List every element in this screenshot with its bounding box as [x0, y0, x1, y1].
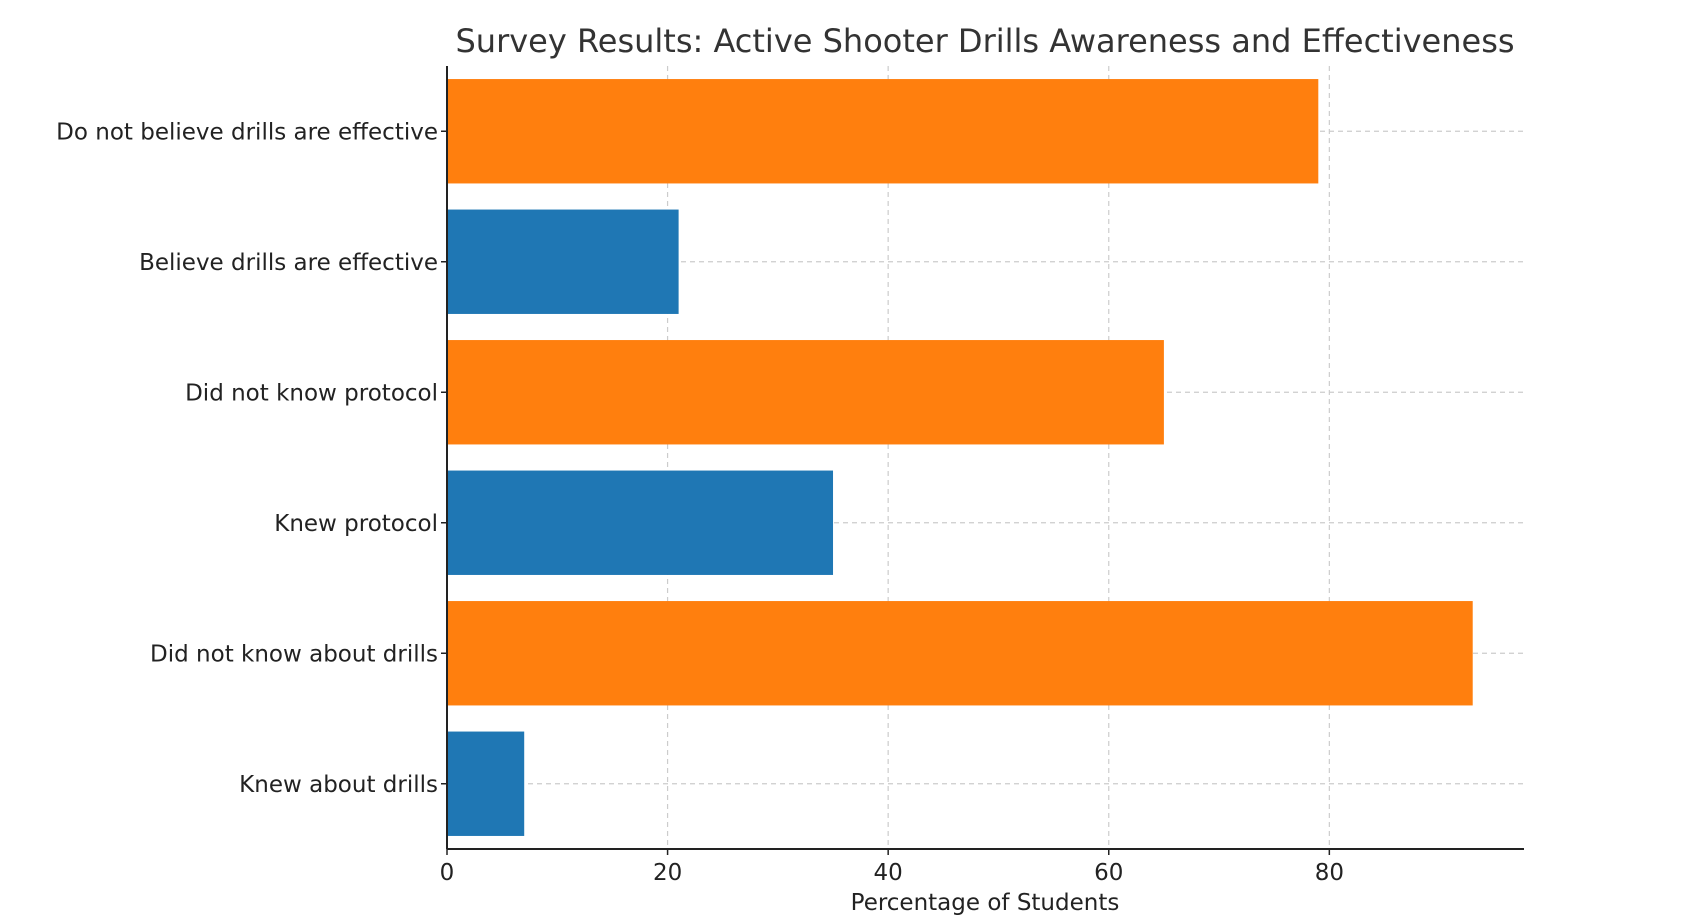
x-tick-label: 60 [1094, 860, 1123, 886]
y-tick-label: Knew about drills [239, 772, 438, 798]
x-tick-label: 80 [1315, 860, 1344, 886]
x-tick-label: 40 [874, 860, 903, 886]
y-tick-label: Do not believe drills are effective [56, 119, 438, 145]
y-tick-label: Did not know about drills [150, 641, 438, 667]
bar [447, 731, 525, 836]
y-tick-labels: Knew about drills Did not know about dril… [56, 119, 447, 798]
axes [446, 66, 1524, 850]
bar [447, 209, 679, 314]
x-tick-label: 0 [440, 860, 455, 886]
y-tick-label: Knew protocol [274, 511, 438, 537]
x-tick-labels: 0 20 40 60 80 [440, 849, 1344, 886]
x-axis-label: Percentage of Students [851, 890, 1120, 916]
y-tick-label: Believe drills are effective [139, 250, 438, 276]
bar [447, 470, 834, 575]
bar [447, 601, 1473, 706]
bars [447, 79, 1473, 836]
y-tick-label: Did not know protocol [185, 380, 438, 406]
x-tick-label: 20 [653, 860, 682, 886]
bar [447, 79, 1319, 184]
bar [447, 340, 1164, 445]
chart-title: Survey Results: Active Shooter Drills Aw… [455, 22, 1514, 60]
